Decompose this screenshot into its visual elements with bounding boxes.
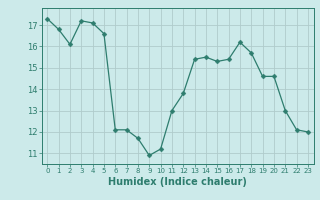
X-axis label: Humidex (Indice chaleur): Humidex (Indice chaleur) [108, 177, 247, 187]
